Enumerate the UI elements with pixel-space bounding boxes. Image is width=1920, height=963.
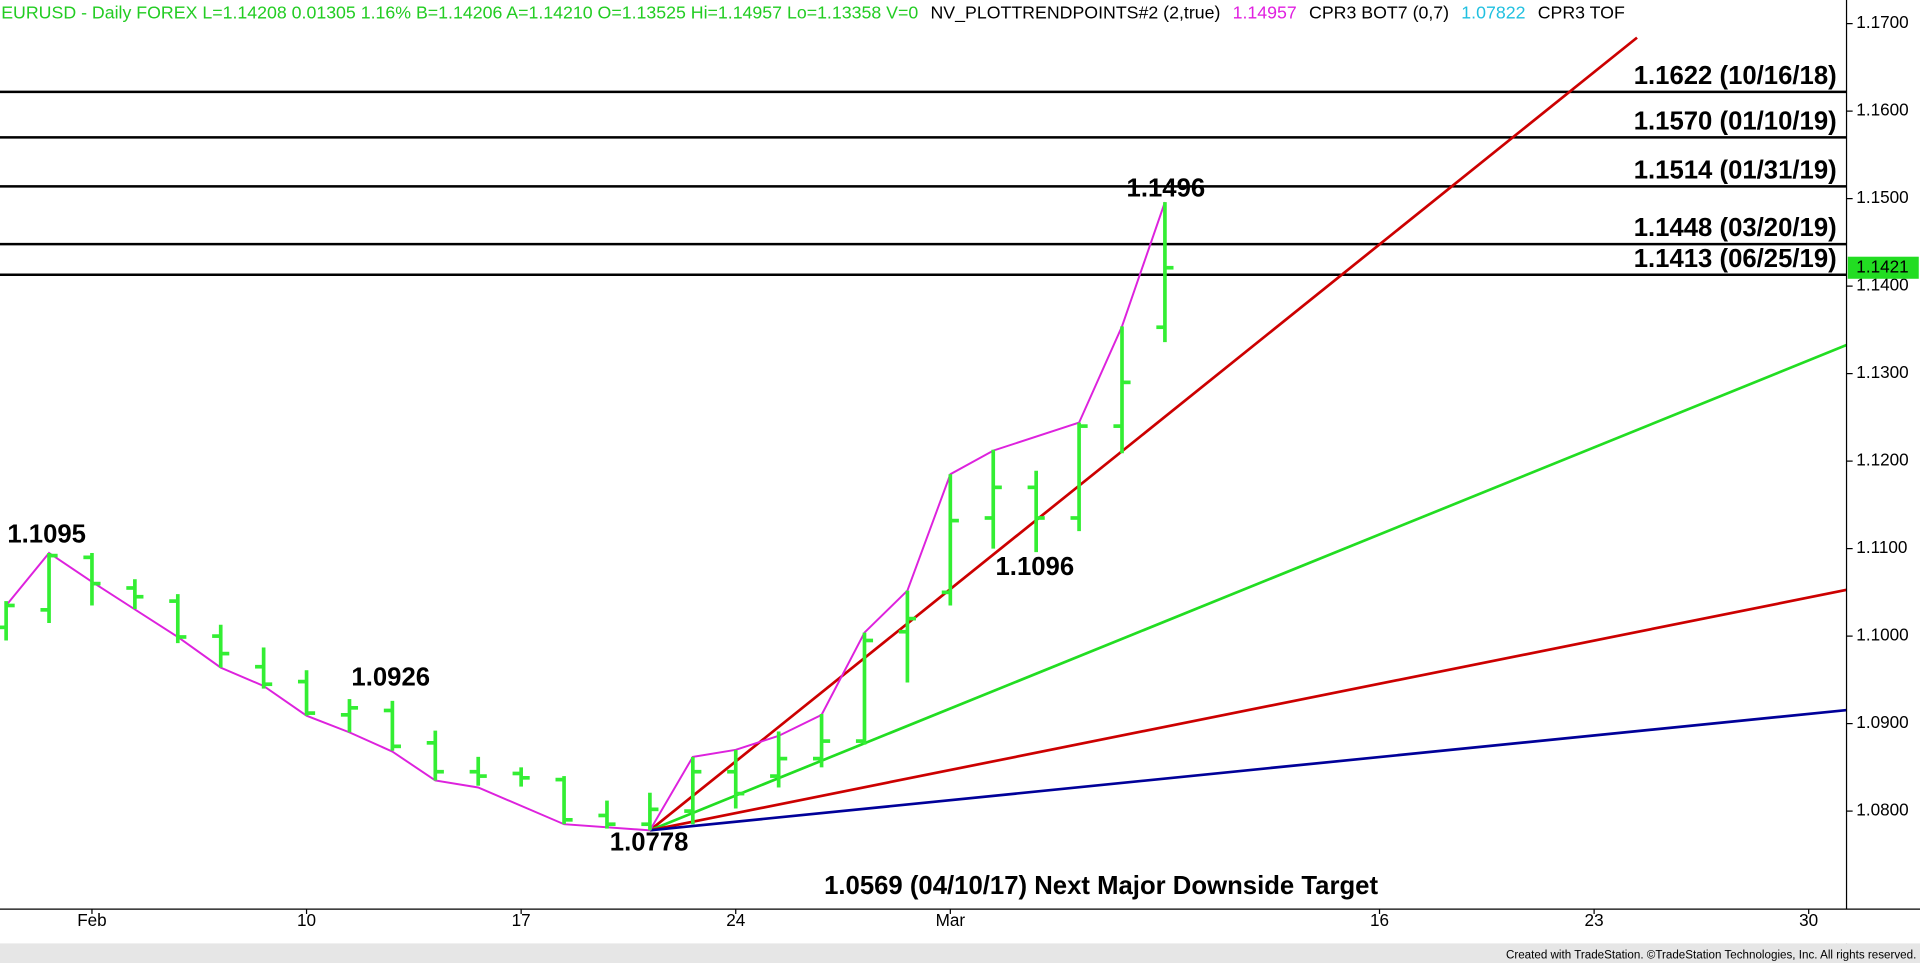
annotation: 1.1096: [996, 553, 1075, 581]
y-tick-label: 1.1700: [1856, 12, 1908, 32]
fan-line: [649, 588, 1847, 832]
annotation: 1.1496: [1127, 175, 1206, 203]
y-tick-label: 1.1300: [1856, 362, 1908, 382]
x-tick-label: 10: [297, 910, 316, 930]
last-price-box: [1847, 256, 1919, 279]
y-tick-label: 1.1100: [1856, 537, 1907, 557]
footer-bar: [0, 943, 1920, 963]
header-part: NV_PLOTTRENDPOINTS#2 (2,true): [930, 2, 1220, 23]
y-tick-label: 1.0800: [1856, 800, 1908, 820]
level-label: 1.1622 (10/16/18): [1634, 62, 1837, 90]
x-tick-label: 23: [1585, 910, 1604, 930]
header-part: CPR3 BOT7 (0,7): [1309, 2, 1449, 22]
price-axis-area: [1846, 0, 1920, 910]
fan-line: [649, 708, 1847, 832]
header-part: CPR3 TOF: [1538, 2, 1625, 22]
x-tick-label: 24: [726, 910, 746, 930]
level-label: 1.1570 (01/10/19): [1634, 107, 1837, 135]
header-bg: [0, 0, 1843, 27]
x-tick-label: 30: [1799, 910, 1818, 930]
annotation: 1.0926: [351, 664, 430, 692]
header-part: 1.07822: [1461, 2, 1525, 22]
y-tick-label: 1.1500: [1856, 187, 1908, 207]
y-tick-label: 1.1400: [1856, 275, 1908, 295]
annotation: 1.1095: [7, 521, 86, 549]
header-part: 1.14957: [1233, 2, 1297, 22]
level-label: 1.1448 (03/20/19): [1634, 214, 1837, 242]
y-tick-label: 1.1000: [1856, 625, 1908, 645]
x-tick-label: 17: [512, 910, 531, 930]
y-tick-label: 1.0900: [1856, 712, 1908, 732]
annotation: 1.0569 (04/10/17) Next Major Downside Ta…: [824, 872, 1378, 900]
last-price-label: 1.1421: [1856, 256, 1908, 276]
footer-text: Created with TradeStation. ©TradeStation…: [1506, 949, 1916, 962]
y-tick-label: 1.1600: [1856, 100, 1908, 120]
x-tick-label: 16: [1370, 910, 1389, 930]
annotation: 1.0778: [610, 829, 689, 857]
date-axis-area: [0, 909, 1920, 944]
header: EURUSD - Daily FOREX L=1.14208 0.01305 1…: [1, 2, 1625, 23]
x-tick-label: Feb: [77, 910, 107, 930]
axes: 1.0800 1.0900 1.1000 1.1100 1.1200 1.1300 1.14…: [77, 12, 1908, 930]
fan-line: [649, 343, 1847, 832]
level-label: 1.1514 (01/31/19): [1634, 156, 1837, 184]
fan-line: [649, 36, 1638, 832]
level-label: 1.1413 (06/25/19): [1634, 245, 1837, 273]
x-tick-label: Mar: [936, 910, 966, 930]
header-part: EURUSD - Daily FOREX L=1.14208 0.01305 1…: [1, 2, 918, 22]
plot-area: 1.1622 (10/16/18) 1.1570 (01/10/19) 1.1514…: [0, 36, 1847, 832]
y-tick-label: 1.1200: [1856, 450, 1908, 470]
